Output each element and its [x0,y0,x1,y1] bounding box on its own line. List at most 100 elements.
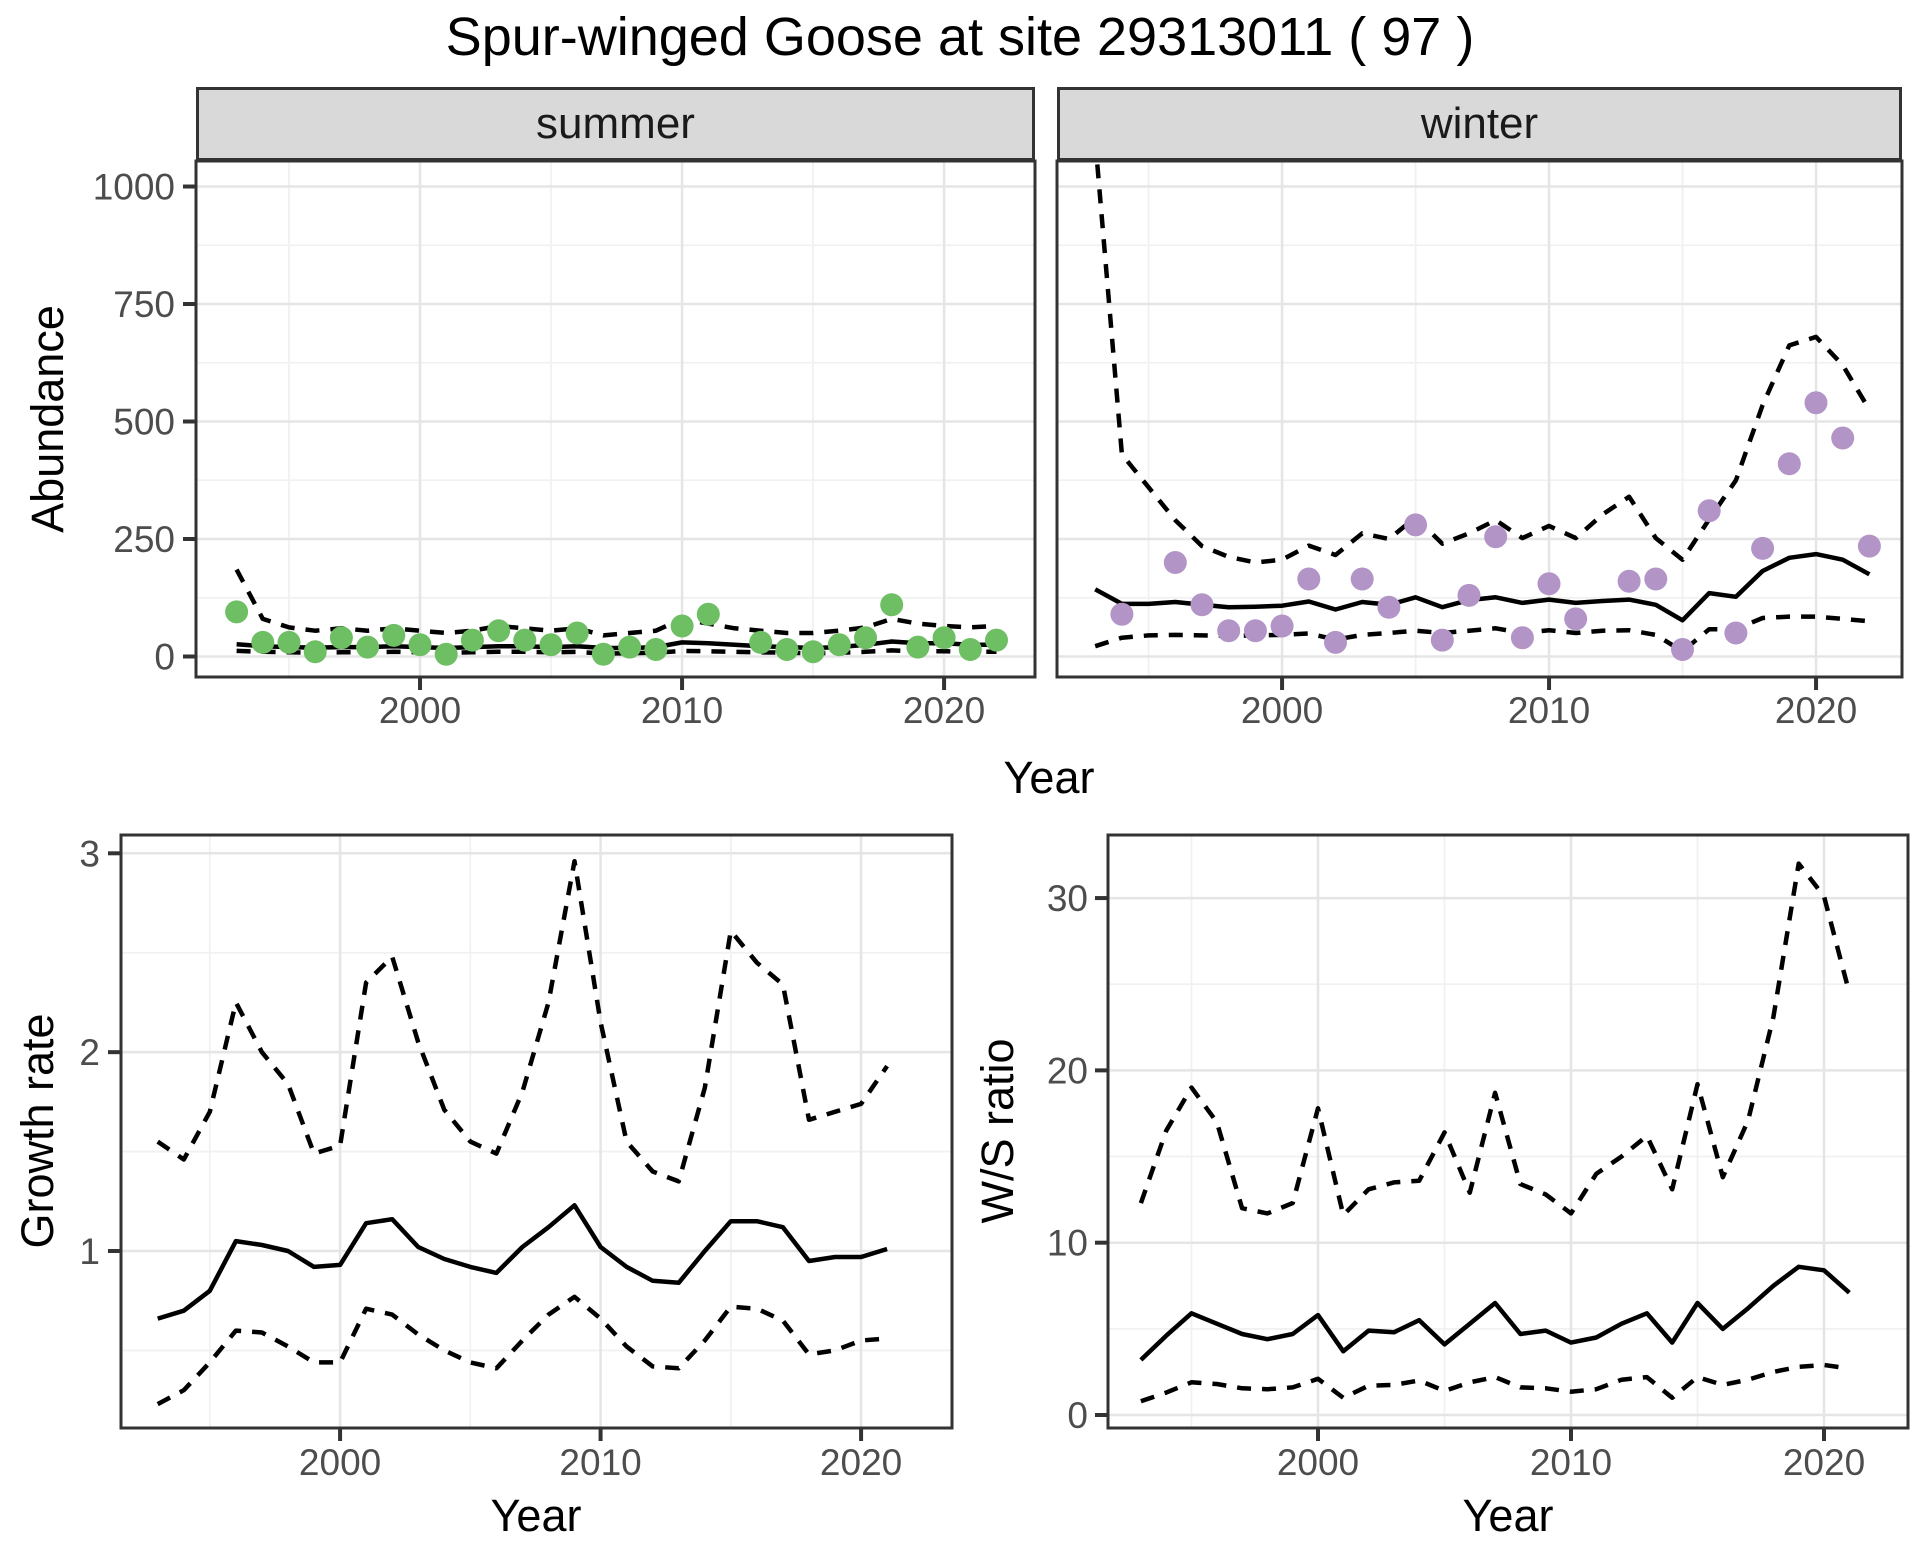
data-point [880,593,904,617]
data-point [985,628,1008,652]
series-growth [156,858,889,1407]
upper-ci-line [1094,161,1872,565]
lower-ci-line [156,1294,888,1407]
data-point [356,635,380,659]
data-point [1644,567,1668,591]
data-point [1217,619,1241,643]
data-point [644,638,668,661]
data-point [958,638,982,661]
data-point [1297,567,1321,591]
data-point [329,626,353,650]
data-point [618,635,642,659]
data-point [1510,626,1534,650]
data-point [539,633,563,657]
upper-ci-line [1138,861,1852,1218]
x-tick-label: 2000 [379,690,461,731]
upper-ci-line [156,858,889,1184]
data-point [854,626,877,650]
data-point [225,600,249,624]
axis-summer: 2000 2010 2020 0 250 500 750 1000 [93,167,986,731]
data-point [1404,513,1428,537]
data-point [513,628,537,652]
data-point [1751,536,1775,560]
data-point [670,614,694,638]
series-winter [1094,161,1872,654]
data-point [1190,593,1214,617]
data-point [251,630,275,654]
y-tick-label: 750 [113,284,175,325]
points-summer [225,593,1008,666]
data-point [1777,452,1801,476]
panel-summer: 2000 2010 2020 0 250 500 750 1000 [93,159,1037,731]
x-tick-label: 2010 [641,690,723,731]
data-point [749,630,773,654]
x-tick-label: 2010 [559,1442,641,1483]
data-point [1324,630,1347,654]
y-tick-label: 20 [1047,1050,1088,1091]
upper-ci-line [234,568,997,638]
x-tick-label: 2010 [1508,690,1590,731]
data-point [827,633,851,657]
panel-border [194,159,1037,679]
panel-winter: 2000 2010 2020 [1055,159,1904,731]
x-tick-label: 2020 [1775,690,1857,731]
x-tick-label: 2020 [820,1442,902,1483]
data-point [1804,391,1828,415]
data-point [775,638,799,661]
chart-title: Spur-winged Goose at site 29313011 ( 97 … [445,7,1475,67]
lower-ci-line [1094,614,1870,654]
y-tick-label: 250 [113,519,175,560]
x-tick-label: 2020 [903,690,985,731]
x-tick-label: 2000 [1241,690,1323,731]
y-tick-label: 1 [79,1231,100,1272]
facet-strip-summer-label: summer [536,99,695,148]
data-point [1617,569,1641,593]
y-tick-label: 10 [1047,1223,1088,1264]
data-point [906,635,930,659]
lower-ci-line [1140,1362,1850,1404]
x-axis-title-year-bottom-right: Year [1462,1490,1554,1541]
data-point [1564,607,1588,631]
x-tick-label: 2010 [1530,1442,1612,1483]
y-tick-label: 30 [1047,878,1088,919]
data-point [1243,619,1267,643]
panel-border [1106,833,1910,1430]
y-tick-label: 0 [1067,1395,1088,1436]
gridlines-summer [196,161,1035,677]
x-tick-label: 2000 [299,1442,381,1483]
mean-line [1094,551,1871,623]
y-tick-label: 2 [79,1032,100,1073]
data-point [696,602,720,626]
series-ws [1138,861,1852,1404]
data-point [565,621,589,645]
x-tick-label: 2020 [1783,1442,1865,1483]
data-point [1724,621,1748,645]
y-tick-label: 1000 [93,167,175,208]
mean-line [157,1203,888,1321]
data-point [1457,583,1481,607]
data-point [1350,567,1374,591]
data-point [1671,638,1694,661]
data-point [1110,602,1134,626]
data-point [303,640,327,664]
points-winter [1110,391,1881,661]
axis-ws: 2000 2010 2020 0 10 20 30 [1047,878,1865,1483]
data-point [932,626,956,650]
x-tick-label: 2000 [1277,1442,1359,1483]
data-point [408,633,432,657]
data-point [487,619,511,643]
axis-growth: 2000 2010 2020 1 2 3 [79,833,902,1483]
axis-winter: 2000 2010 2020 [1241,678,1857,731]
data-point [1537,572,1561,596]
data-point [434,642,458,666]
data-point [1831,426,1855,450]
panel-ws: 2000 2010 2020 0 10 20 30 [1047,833,1910,1483]
data-point [1697,499,1721,523]
y-tick-label: 0 [154,637,175,678]
x-axis-title-year-top: Year [1003,752,1095,803]
data-point [1430,628,1454,652]
data-point [591,642,615,666]
data-point [277,630,301,654]
